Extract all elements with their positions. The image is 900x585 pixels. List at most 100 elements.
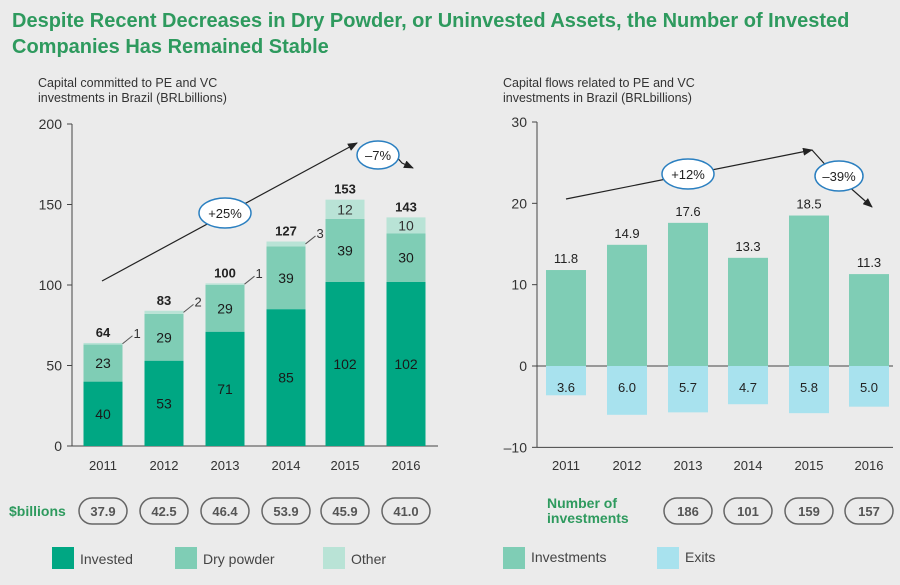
right-bar-investments: [789, 215, 829, 366]
left-bar-value: 39: [337, 242, 353, 258]
right-bar-investments: [728, 257, 768, 366]
right-legend-swatch: [503, 547, 525, 569]
left-row-value-pill: [261, 497, 311, 525]
right-exit-value: 6.0: [618, 380, 636, 395]
left-annotation-growth-label: +25%: [208, 206, 242, 221]
left-bar-total: 83: [157, 293, 171, 308]
left-x-tick-label: 2013: [211, 458, 240, 473]
left-row-value-pill: [78, 497, 128, 525]
left-chart: Capital committed to PE and VCinvestment…: [9, 76, 438, 569]
left-bar-value: 10: [398, 217, 414, 233]
right-row-value-label: 101: [737, 504, 759, 519]
left-bar-dry-powder: [83, 344, 123, 382]
left-other-leader: [244, 275, 255, 285]
left-bar-value: 29: [156, 329, 172, 345]
left-x-tick-label: 2016: [392, 458, 421, 473]
left-bar-invested: [205, 331, 245, 446]
right-row-label: investments: [547, 510, 629, 526]
right-row-value-label: 186: [677, 504, 699, 519]
right-y-tick-label: 30: [511, 114, 527, 130]
right-annotation-growth-label: +12%: [671, 167, 705, 182]
left-row-label: $billions: [9, 503, 66, 519]
left-other-leader: [305, 235, 316, 245]
right-bar-value: 11.8: [554, 251, 578, 266]
right-annotation-growth-ellipse: [661, 158, 715, 190]
right-x-tick-label: 2013: [674, 458, 703, 473]
right-bar-exits: [849, 366, 889, 407]
left-bar-invested: [144, 360, 184, 446]
right-x-tick-label: 2011: [552, 458, 580, 473]
left-row-value-label: 41.0: [393, 504, 418, 519]
left-legend-swatch: [52, 547, 74, 569]
left-bar-value: 85: [278, 370, 294, 386]
left-row-value-pill: [381, 497, 431, 525]
left-legend-swatch: [323, 547, 345, 569]
left-other-leader: [183, 303, 194, 313]
right-y-tick-label: 10: [511, 277, 527, 293]
left-bar-invested: [83, 381, 123, 446]
left-bar-value: 102: [394, 356, 418, 372]
right-legend-swatch: [657, 547, 679, 569]
left-bar-value-other: 2: [195, 294, 202, 309]
left-bar-total: 143: [395, 199, 417, 214]
right-exit-value: 5.7: [679, 380, 697, 395]
right-bar-investments: [849, 274, 889, 366]
left-x-tick-label: 2011: [89, 458, 117, 473]
left-bar-invested: [266, 309, 306, 446]
right-subtitle-line: investments in Brazil (BRLbillions): [503, 91, 692, 105]
left-y-tick-label: 0: [54, 438, 62, 454]
right-bar-value: 18.5: [796, 197, 821, 212]
right-bar-value: 14.9: [614, 226, 639, 241]
right-row-value-pill: [784, 497, 834, 525]
left-bar-total: 100: [214, 265, 236, 280]
left-bar-other: [83, 342, 123, 345]
left-bar-value: 30: [398, 250, 414, 266]
right-bar-investments: [607, 244, 647, 366]
left-x-tick-label: 2015: [331, 458, 360, 473]
right-bar-exits: [789, 366, 829, 414]
left-subtitle-line: Capital committed to PE and VC: [38, 76, 217, 90]
left-bar-value: 40: [95, 406, 111, 422]
left-x-tick-label: 2014: [272, 458, 301, 473]
left-bar-dry-powder: [266, 246, 306, 310]
left-bar-dry-powder: [144, 313, 184, 361]
right-x-tick-label: 2015: [795, 458, 824, 473]
right-row-value-label: 157: [858, 504, 880, 519]
left-row-value-label: 46.4: [212, 504, 238, 519]
right-row-value-pill: [663, 497, 713, 525]
right-row-value-label: 159: [798, 504, 820, 519]
right-annotation-decline-ellipse: [814, 160, 864, 192]
left-row-value-label: 53.9: [273, 504, 298, 519]
left-y-tick-label: 50: [46, 358, 62, 374]
left-bar-total: 64: [96, 325, 111, 340]
left-row-value-label: 42.5: [151, 504, 176, 519]
left-annotation-decline-ellipse: [356, 140, 400, 170]
left-row-value-pill: [139, 497, 189, 525]
right-bar-exits: [607, 366, 647, 415]
left-other-leader: [122, 335, 133, 345]
left-bar-value-other: 3: [317, 226, 324, 241]
right-exit-value: 5.0: [860, 380, 878, 395]
right-exit-value: 3.6: [557, 380, 575, 395]
right-y-tick-label: 20: [511, 195, 527, 211]
right-annotation-decline-label: –39%: [822, 169, 856, 184]
chart-title: Despite Recent Decreases in Dry Powder, …: [12, 10, 850, 58]
left-legend-label: Invested: [80, 551, 133, 567]
right-row-label: Number of: [547, 495, 617, 511]
right-subtitle-line: Capital flows related to PE and VC: [503, 76, 695, 90]
left-bar-dry-powder: [205, 285, 245, 332]
left-bar-dry-powder: [325, 218, 365, 282]
right-bar-investments: [546, 270, 586, 366]
left-bar-value: 53: [156, 395, 172, 411]
left-legend-label: Other: [351, 551, 386, 567]
left-y-tick-label: 100: [39, 277, 63, 293]
left-bar-value: 39: [278, 270, 294, 286]
left-bar-invested: [386, 281, 426, 446]
left-annotation-growth-ellipse: [198, 197, 252, 229]
left-y-tick-label: 150: [39, 197, 63, 213]
left-row-value-pill: [200, 497, 250, 525]
left-subtitle-line: investments in Brazil (BRLbillions): [38, 91, 227, 105]
right-chart: Capital flows related to PE and VCinvest…: [503, 76, 894, 569]
right-exit-value: 5.8: [800, 380, 818, 395]
